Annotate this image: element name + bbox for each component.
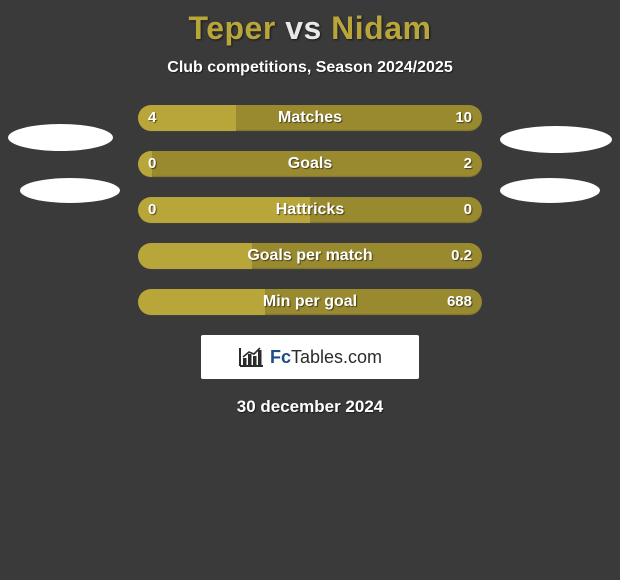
decorative-oval xyxy=(8,124,113,151)
decorative-oval xyxy=(20,178,120,203)
bar-row: 00Hattricks xyxy=(138,197,482,223)
bar-label: Goals xyxy=(138,151,482,177)
logo-com: .com xyxy=(343,347,382,367)
decorative-oval xyxy=(500,178,600,203)
logo-fc: Fc xyxy=(270,347,291,367)
bar-row: 410Matches xyxy=(138,105,482,131)
comparison-infographic: Teper vs Nidam Club competitions, Season… xyxy=(0,0,620,580)
subtitle: Club competitions, Season 2024/2025 xyxy=(0,59,620,77)
bar-label: Hattricks xyxy=(138,197,482,223)
title-player1: Teper xyxy=(189,10,276,46)
logo-text: FcTables.com xyxy=(270,347,382,368)
bar-row: 688Min per goal xyxy=(138,289,482,315)
fctables-logo: FcTables.com xyxy=(201,335,419,379)
comparison-bars: 410Matches 02Goals 00Hattricks 0.2Goals per… xyxy=(138,105,482,315)
bar-row: 02Goals xyxy=(138,151,482,177)
bar-label: Goals per match xyxy=(138,243,482,269)
bar-label: Min per goal xyxy=(138,289,482,315)
date-text: 30 december 2024 xyxy=(0,397,620,417)
title-vs: vs xyxy=(276,10,331,46)
logo-tables: Tables xyxy=(291,347,343,367)
page-title: Teper vs Nidam xyxy=(0,0,620,47)
decorative-oval xyxy=(500,126,612,153)
bar-label: Matches xyxy=(138,105,482,131)
bar-row: 0.2Goals per match xyxy=(138,243,482,269)
title-player2: Nidam xyxy=(331,10,431,46)
bar-chart-icon xyxy=(238,346,264,368)
